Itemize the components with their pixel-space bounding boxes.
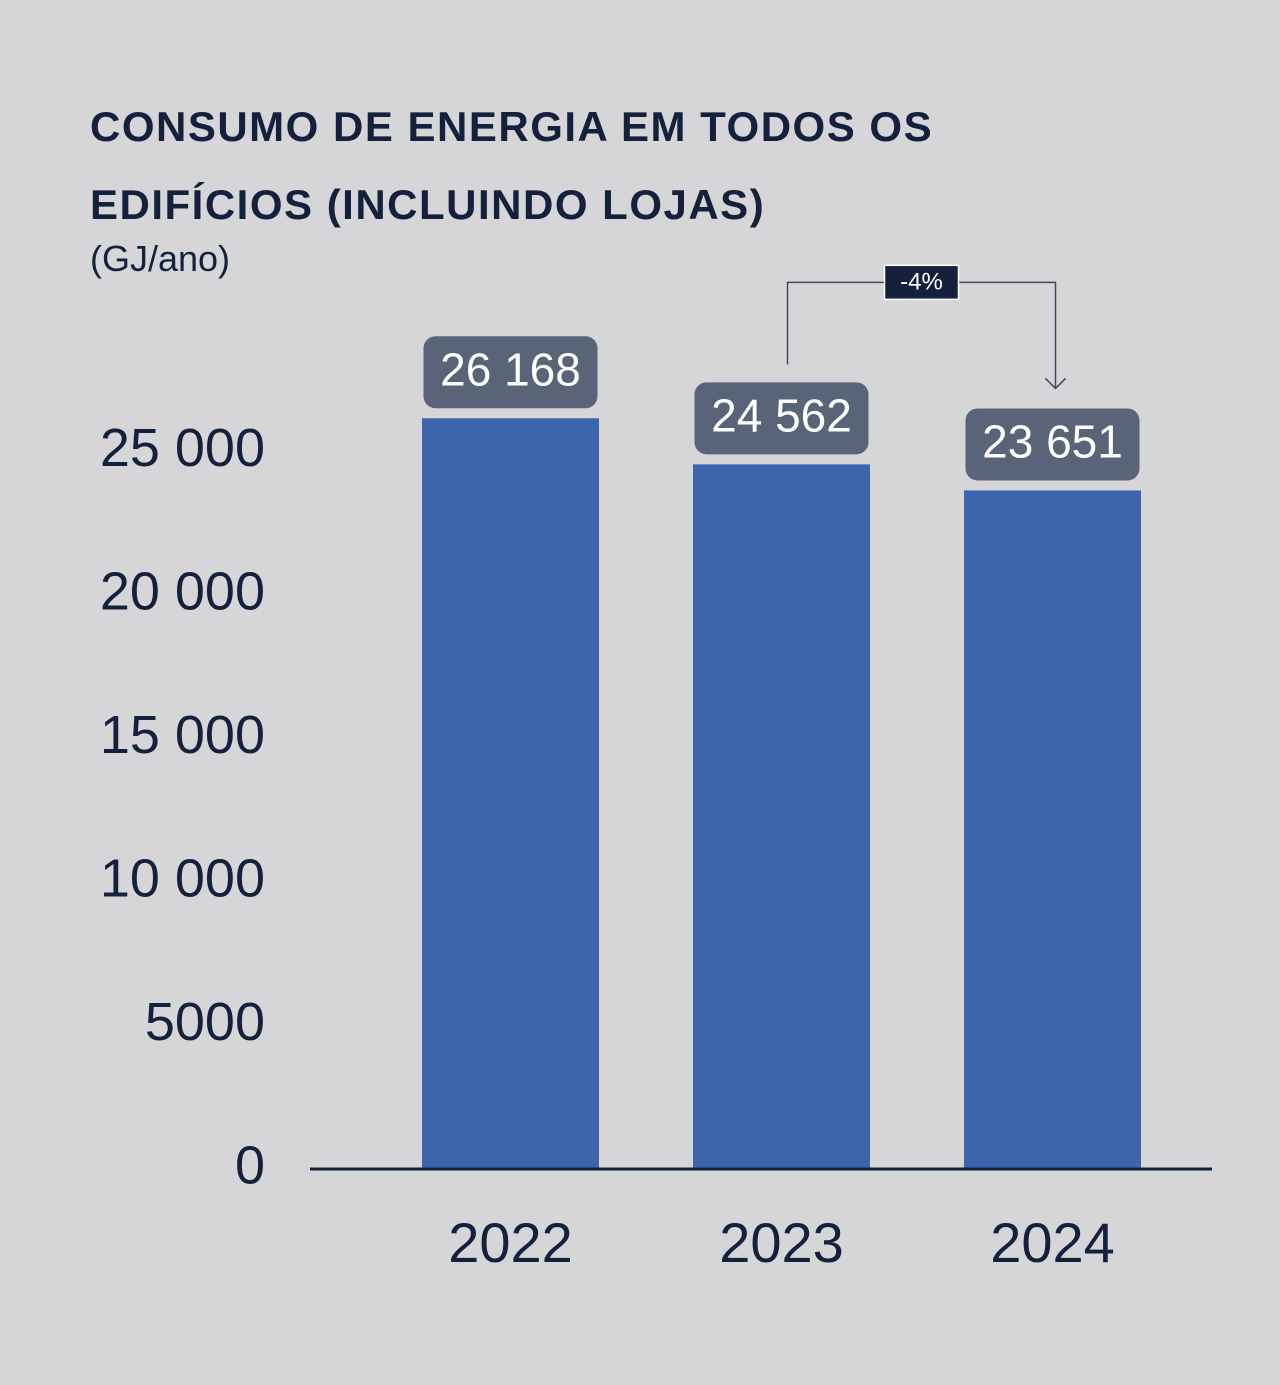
value-label-box <box>423 336 598 409</box>
value-label-box <box>694 382 869 455</box>
bar <box>964 490 1141 1170</box>
value-label: 23 651 <box>965 408 1140 481</box>
y-tick-label: 5000 <box>145 992 265 1052</box>
change-box <box>883 264 960 301</box>
value-label: 24 562 <box>694 382 869 455</box>
bar <box>422 418 599 1169</box>
x-tick-label: 2023 <box>719 1211 844 1274</box>
chart-title: CONSUMO DE ENERGIA EM TODOS OS EDIFÍCIOS… <box>90 103 934 228</box>
value-label-text: 23 651 <box>982 416 1123 468</box>
y-tick-label: 20 000 <box>100 561 265 621</box>
y-tick-label: 0 <box>235 1135 265 1195</box>
x-tick-label: 2022 <box>448 1211 573 1274</box>
value-label-text: 24 562 <box>711 389 852 441</box>
value-label-text: 26 168 <box>440 343 581 395</box>
y-tick-label: 25 000 <box>100 418 265 478</box>
y-tick-label: 15 000 <box>100 705 265 765</box>
x-tick-label: 2024 <box>990 1211 1115 1274</box>
chart-subtitle: (GJ/ano) <box>90 238 231 279</box>
y-tick-label: 10 000 <box>100 848 265 908</box>
value-label: 26 168 <box>423 336 598 409</box>
value-label-box <box>965 408 1140 481</box>
change-label: -4% <box>900 269 943 296</box>
bar <box>693 464 870 1169</box>
change-arrowhead <box>1044 377 1067 390</box>
